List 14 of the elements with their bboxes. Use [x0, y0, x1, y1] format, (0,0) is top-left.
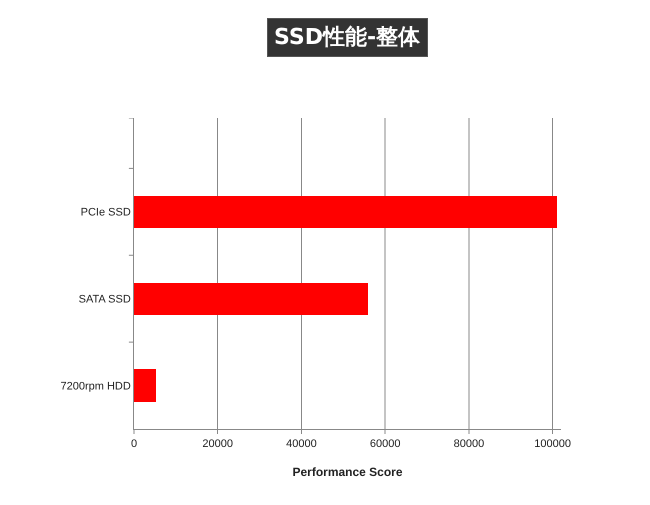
bar [134, 283, 368, 315]
x-tick-label: 80000 [454, 438, 484, 450]
x-tick-label: 0 [130, 438, 138, 450]
x-axis-title: Performance Score [292, 465, 403, 480]
y-tick-label: 7200rpm HDD [60, 380, 131, 392]
x-tick-label: 60000 [370, 438, 400, 450]
x-tick-label: 100000 [534, 438, 571, 450]
bar [134, 196, 557, 228]
x-tick-label: 40000 [286, 438, 317, 450]
y-tick-label: SATA SSD [78, 294, 131, 306]
bar [134, 369, 156, 402]
y-tick-label: PCIe SSD [80, 206, 131, 219]
chart-title: SSD性能-整体 [274, 25, 422, 50]
x-tick-label: 20000 [202, 438, 234, 450]
